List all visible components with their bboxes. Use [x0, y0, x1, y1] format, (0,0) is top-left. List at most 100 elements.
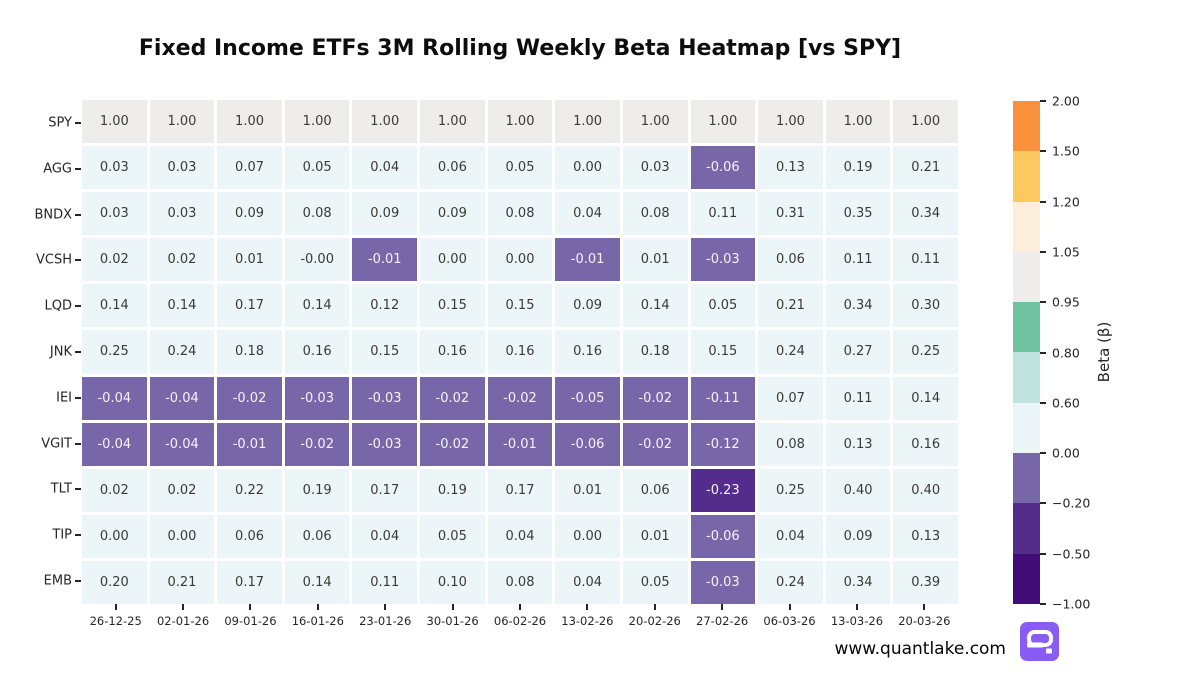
heatmap-cell: 0.06 [217, 514, 282, 558]
heatmap-cell: 0.21 [758, 284, 823, 328]
heatmap-cell: -0.05 [555, 376, 620, 420]
heatmap-cell: 0.18 [217, 330, 282, 374]
colorbar-tick-mark [1040, 351, 1046, 354]
heatmap-cell: 0.08 [758, 422, 823, 466]
heatmap-cell: 0.11 [690, 192, 756, 236]
heatmap-cell: 0.03 [82, 192, 147, 236]
x-tick-label: 13-03-26 [830, 614, 884, 628]
heatmap-cell: 0.11 [825, 238, 891, 282]
y-tick-mark [75, 259, 81, 262]
heatmap-cell: 0.19 [420, 468, 485, 512]
x-tick-mark [114, 604, 117, 610]
colorbar-tick-mark [1040, 552, 1046, 555]
colorbar-tick-label: −0.50 [1052, 546, 1091, 562]
x-tick-mark [384, 604, 387, 610]
heatmap-cell: 0.04 [352, 146, 418, 190]
heatmap-cell: 0.24 [149, 330, 215, 374]
colorbar-tick-label: 0.95 [1052, 294, 1080, 310]
heatmap-cell: -0.02 [420, 376, 485, 420]
colorbar-segment [1013, 151, 1040, 202]
y-tick-label-lqd: LQD [44, 298, 73, 314]
heatmap-cell: 0.17 [487, 468, 553, 512]
y-tick-mark [75, 396, 81, 399]
heatmap-cell: 0.05 [690, 284, 756, 328]
heatmap-cell: 0.20 [82, 560, 147, 604]
colorbar-tick-mark [1040, 301, 1046, 304]
x-tick-mark [788, 604, 791, 610]
heatmap-cell: 0.13 [893, 514, 958, 558]
quantlake-logo-icon [1020, 622, 1059, 661]
heatmap-cell: 0.30 [893, 284, 958, 328]
colorbar-axis-label: Beta (β) [1095, 321, 1113, 383]
colorbar-segment [1013, 302, 1040, 353]
heatmap-cell: 1.00 [487, 100, 553, 144]
colorbar-tick-label: 1.05 [1052, 244, 1080, 260]
heatmap-cell: 1.00 [622, 100, 688, 144]
colorbar-tick-mark [1040, 502, 1046, 505]
heatmap-cell: -0.11 [690, 376, 756, 420]
x-tick-label: 06-02-26 [493, 614, 547, 628]
heatmap-cell: 0.08 [487, 560, 553, 604]
heatmap-cell: 0.11 [825, 376, 891, 420]
heatmap-cell: 0.01 [217, 238, 282, 282]
colorbar-segment [1013, 402, 1040, 454]
heatmap-cell: 0.00 [420, 238, 485, 282]
heatmap-cell: -0.06 [690, 514, 756, 558]
colorbar-tick-label: 1.20 [1052, 194, 1080, 210]
heatmap-cell: 0.04 [555, 192, 620, 236]
heatmap-cell: 0.09 [825, 514, 891, 558]
heatmap-cell: 0.07 [758, 376, 823, 420]
heatmap-cell: 0.05 [284, 146, 350, 190]
heatmap-cell: -0.23 [690, 468, 756, 512]
y-tick-label-spy: SPY [48, 115, 72, 131]
heatmap-cell: 0.40 [825, 468, 891, 512]
heatmap-cell: 0.04 [487, 514, 553, 558]
heatmap-cell: 0.19 [825, 146, 891, 190]
heatmap-cell: 0.18 [622, 330, 688, 374]
colorbar-segment [1013, 201, 1040, 252]
colorbar-segment [1013, 553, 1040, 604]
x-tick-label: 26-12-25 [89, 614, 142, 628]
x-tick-mark [519, 604, 521, 610]
colorbar-tick-mark [1040, 100, 1046, 102]
heatmap-cell: 0.17 [217, 560, 282, 604]
heatmap-cell: 0.04 [555, 560, 620, 604]
heatmap-cell: 0.34 [893, 192, 958, 236]
colorbar-tick-mark [1040, 401, 1046, 404]
heatmap-cell: 1.00 [284, 100, 350, 144]
heatmap-cell: -0.02 [217, 376, 282, 420]
y-tick-mark [75, 213, 81, 216]
x-tick-mark [586, 604, 589, 610]
heatmap-cell: 0.02 [82, 238, 147, 282]
heatmap-cell: 0.07 [217, 146, 282, 190]
y-tick-label-iei: IEI [56, 390, 72, 406]
heatmap-cell: 0.19 [284, 468, 350, 512]
x-tick-label: 27-02-26 [696, 614, 749, 628]
colorbar-tick-label: 1.50 [1052, 143, 1080, 159]
heatmap-cell: 1.00 [690, 100, 756, 144]
chart-title: Fixed Income ETFs 3M Rolling Weekly Beta… [138, 36, 902, 61]
q-glyph-icon [1027, 630, 1053, 654]
colorbar-tick-mark [1040, 452, 1046, 455]
heatmap-cell: 1.00 [555, 100, 620, 144]
heatmap-cell: 0.15 [487, 284, 553, 328]
heatmap-cell: 0.09 [420, 192, 485, 236]
heatmap-cell: 0.25 [82, 330, 147, 374]
heatmap-cell: 0.06 [622, 468, 688, 512]
heatmap-cell: 0.03 [622, 146, 688, 190]
heatmap-cell: -0.02 [622, 422, 688, 466]
colorbar-segment [1013, 251, 1040, 303]
colorbar-tick-label: −0.20 [1052, 495, 1091, 511]
heatmap-cell: 0.34 [825, 560, 891, 604]
x-tick-label: 13-02-26 [561, 614, 614, 628]
watermark-text: www.quantlake.com [834, 639, 1006, 659]
heatmap-cell: 0.12 [352, 284, 418, 328]
heatmap-cell: 0.25 [758, 468, 823, 512]
y-tick-mark [75, 534, 81, 537]
heatmap-cell: 0.15 [420, 284, 485, 328]
colorbar-tick-mark [1040, 200, 1046, 203]
x-tick-label: 09-01-26 [224, 614, 277, 628]
heatmap-cell: 0.10 [420, 560, 485, 604]
heatmap-cell: 0.00 [555, 146, 620, 190]
